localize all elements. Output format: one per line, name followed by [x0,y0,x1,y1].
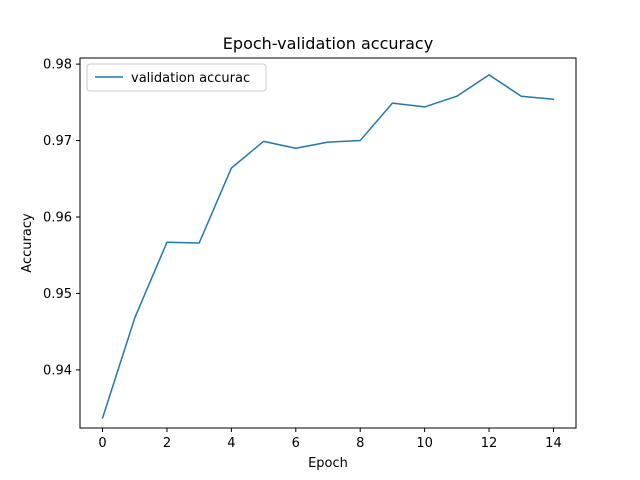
chart-title: Epoch-validation accuracy [223,34,433,53]
x-tick-label: 14 [545,436,562,451]
series-line [101,74,555,419]
series-lines [101,74,555,419]
plot-frame [79,57,577,429]
legend-box [86,63,267,92]
legend-label: validation accurac [131,71,250,86]
x-axis-ticks: 0 2 4 6 8 10 12 14 [98,428,562,451]
x-axis-label: Epoch [308,456,348,471]
x-tick-label: 2 [163,436,171,451]
x-tick-label: 4 [227,436,235,451]
x-tick-label: 8 [356,436,364,451]
y-tick-label: 0.95 [43,287,72,302]
x-tick-label: 6 [292,436,300,451]
y-axis-label: Accuracy [20,213,35,273]
x-tick-label: 12 [481,436,498,451]
y-tick-label: 0.96 [43,211,72,226]
y-axis-ticks: 0.94 0.95 0.96 0.97 0.98 [43,58,80,378]
x-tick-label: 10 [416,436,433,451]
x-tick-label: 0 [98,436,106,451]
y-tick-label: 0.94 [43,363,72,378]
legend: validation accurac [86,63,267,92]
y-tick-label: 0.98 [43,58,72,73]
y-tick-label: 0.97 [43,134,72,149]
